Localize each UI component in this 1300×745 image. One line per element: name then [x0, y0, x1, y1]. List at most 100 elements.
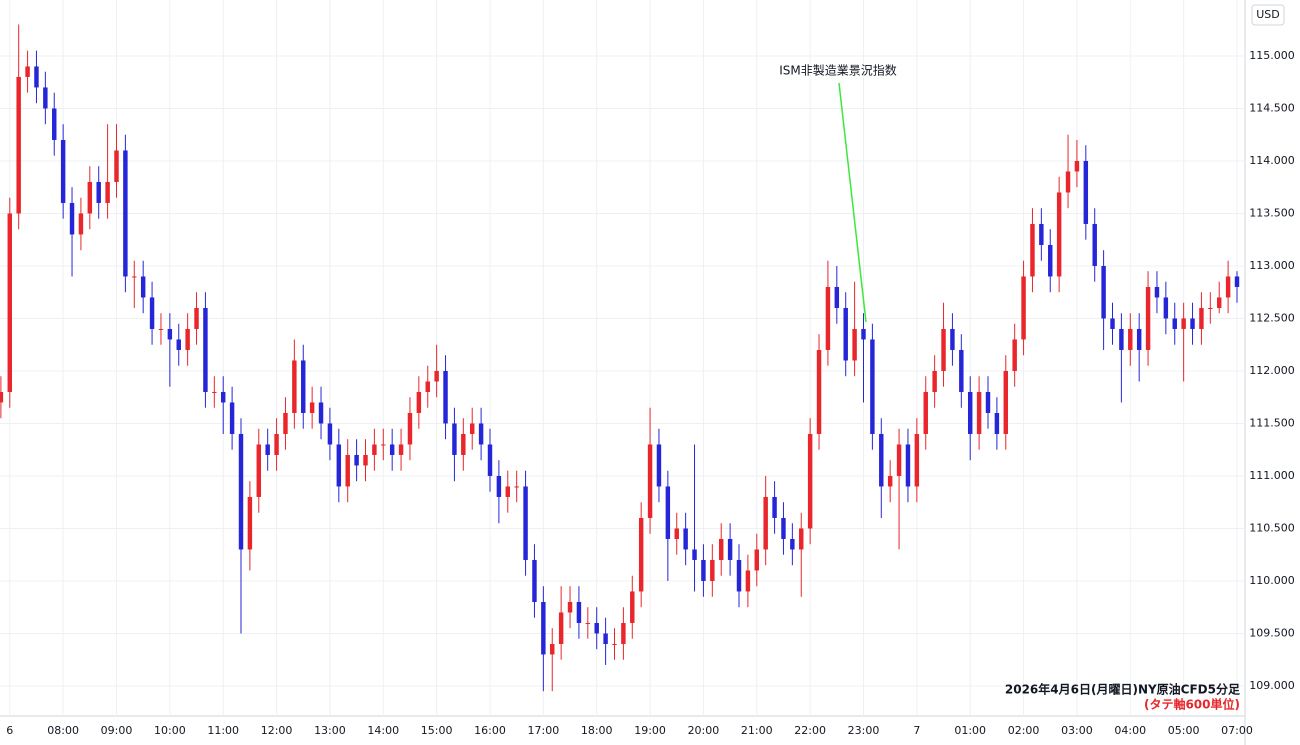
- candle-body: [772, 496, 777, 518]
- y-tick-label: 109.500: [1249, 626, 1295, 639]
- candle-body: [603, 633, 608, 644]
- candle-body: [114, 150, 119, 182]
- candle-body: [514, 486, 519, 488]
- candle-body: [532, 559, 537, 602]
- candle-body: [976, 391, 982, 434]
- x-tick-label: 11:00: [207, 724, 239, 737]
- x-tick-label: 13:00: [314, 724, 346, 737]
- candle-body: [790, 538, 795, 550]
- y-tick-label: 111.000: [1249, 469, 1295, 482]
- candle-body: [372, 444, 377, 455]
- candle-body: [1145, 286, 1151, 350]
- candle-body: [60, 139, 66, 203]
- candle-body: [1199, 307, 1204, 329]
- candle-body: [1110, 318, 1115, 329]
- candle-body: [398, 444, 404, 455]
- candle-body: [185, 328, 190, 350]
- candle-body: [985, 391, 991, 413]
- candle-body: [558, 612, 564, 644]
- x-tick-label: 10:00: [154, 724, 186, 737]
- candle-body: [1003, 370, 1009, 434]
- candle-body: [861, 328, 866, 340]
- candle-body: [567, 601, 573, 613]
- candle-body: [550, 643, 555, 655]
- candle-body: [1065, 171, 1071, 193]
- candle-body: [389, 444, 395, 455]
- candle-body: [1021, 276, 1026, 340]
- candle-body: [816, 349, 822, 434]
- candle-body: [994, 412, 1000, 434]
- candle-body: [212, 391, 217, 393]
- candle-body: [879, 433, 884, 487]
- candle-body: [220, 391, 226, 403]
- candle-body: [541, 601, 546, 655]
- candle-body: [292, 360, 297, 413]
- candle-body: [345, 454, 350, 487]
- y-tick-label: 112.000: [1249, 364, 1295, 377]
- y-tick-label: 114.000: [1249, 154, 1295, 167]
- candle-body: [256, 444, 262, 497]
- candle-body: [852, 328, 857, 361]
- candle-body: [647, 444, 653, 518]
- y-tick-label: 113.000: [1249, 259, 1295, 272]
- candle-body: [781, 517, 786, 539]
- candle-body: [238, 433, 244, 550]
- candle-body: [523, 486, 528, 560]
- x-tick-label: 12:00: [261, 724, 293, 737]
- candle-body: [1128, 328, 1133, 350]
- candle-body: [469, 423, 475, 434]
- candle-body: [283, 412, 288, 434]
- candle-body: [825, 286, 831, 350]
- candle-body: [1039, 223, 1044, 245]
- candle-body: [843, 307, 848, 361]
- candle-body: [407, 412, 413, 445]
- candle-body: [656, 444, 662, 487]
- candle-body: [381, 444, 386, 446]
- candle-body: [496, 475, 502, 497]
- x-tick-label: 23:00: [848, 724, 880, 737]
- candle-body: [727, 538, 733, 560]
- x-tick-label: 6: [6, 724, 13, 737]
- annotation: ISM非製造業景況指数: [779, 63, 897, 78]
- candle-body: [807, 433, 813, 529]
- x-tick-label: 05:00: [1168, 724, 1200, 737]
- candle-body: [959, 349, 964, 392]
- candle-body: [34, 66, 39, 88]
- candle-body: [1056, 192, 1062, 277]
- candle-body: [718, 538, 724, 560]
- unit-box: [1251, 4, 1285, 26]
- candle-body: [132, 276, 137, 278]
- candle-body: [140, 276, 146, 298]
- candle-body: [1083, 160, 1089, 224]
- x-tick-label: 18:00: [581, 724, 613, 737]
- candle-body: [123, 150, 128, 277]
- candle-body: [434, 370, 439, 382]
- candle-body: [105, 181, 110, 203]
- candle-body: [1092, 223, 1097, 266]
- candle-body: [834, 286, 840, 308]
- candle-body: [158, 328, 164, 330]
- y-tick-label: 110.500: [1249, 521, 1295, 534]
- x-tick-label: 16:00: [474, 724, 506, 737]
- candle-body: [923, 391, 928, 434]
- candle-body: [967, 391, 973, 434]
- candle-body: [25, 66, 30, 77]
- chart-title: 2026年4月6日(月曜日)NY原油CFD5分足: [1005, 682, 1240, 697]
- candle-body: [1190, 318, 1195, 329]
- candle-body: [754, 549, 760, 571]
- candle-body: [576, 601, 582, 623]
- annotation-line: [838, 82, 867, 323]
- candle-body: [692, 549, 697, 560]
- candle-body: [203, 307, 208, 392]
- candle-body: [229, 402, 235, 434]
- x-tick-label: 09:00: [101, 724, 133, 737]
- chart-subtitle: (タテ軸600単位): [1144, 697, 1240, 712]
- candle-body: [452, 423, 457, 455]
- candle-body: [487, 444, 493, 476]
- candle-body: [594, 622, 599, 634]
- candle-body: [327, 423, 333, 445]
- x-tick-label: 19:00: [634, 724, 666, 737]
- candle-body: [1074, 160, 1080, 172]
- candle-body: [870, 339, 875, 434]
